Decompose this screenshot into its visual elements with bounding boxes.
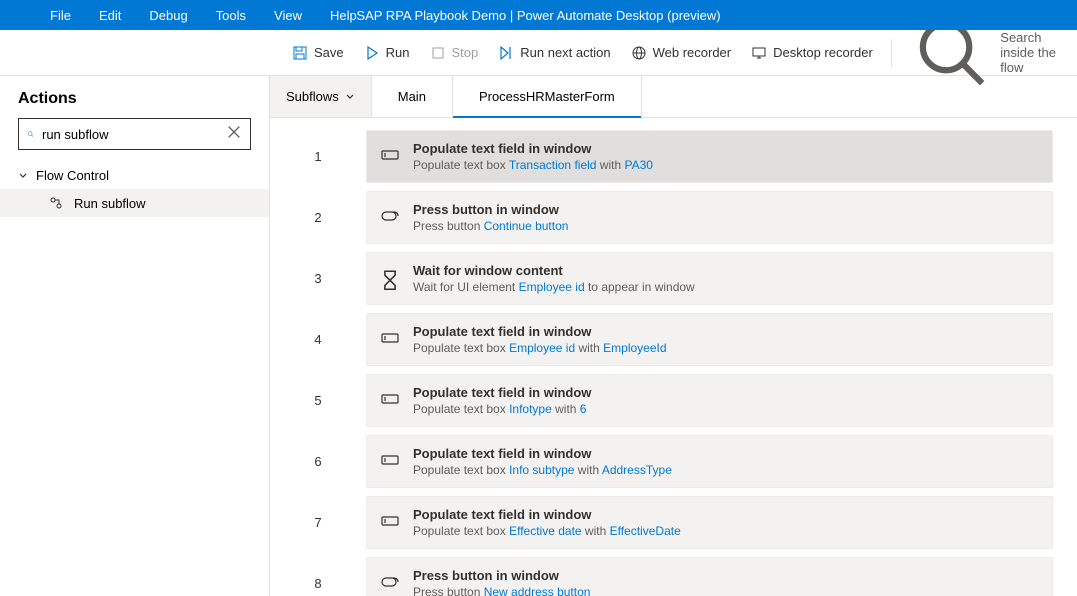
- flow-list: 1Populate text field in windowPopulate t…: [270, 118, 1077, 596]
- separator: [891, 39, 892, 67]
- action-description: Populate text box Transaction field with…: [413, 158, 653, 172]
- desktop-recorder-button[interactable]: Desktop recorder: [741, 30, 883, 75]
- textfield-icon: [381, 453, 399, 471]
- flow-row: 7Populate text field in windowPopulate t…: [270, 496, 1053, 549]
- desktop-icon: [751, 45, 767, 61]
- stop-button[interactable]: Stop: [420, 30, 489, 75]
- button-icon: [381, 575, 399, 593]
- flow-row: 6Populate text field in windowPopulate t…: [270, 435, 1053, 488]
- action-description: Wait for UI element Employee id to appea…: [413, 280, 695, 294]
- action-description: Populate text box Effective date with Ef…: [413, 524, 681, 538]
- action-card[interactable]: Wait for window content Wait for UI eleme…: [366, 252, 1053, 305]
- action-card[interactable]: Populate text field in window Populate te…: [366, 374, 1053, 427]
- stop-icon: [430, 45, 446, 61]
- search-icon: [27, 126, 34, 142]
- run-next-button[interactable]: Run next action: [488, 30, 620, 75]
- globe-icon: [631, 45, 647, 61]
- run-button[interactable]: Run: [354, 30, 420, 75]
- action-card[interactable]: Press button in window Press button New a…: [366, 557, 1053, 596]
- action-title: Wait for window content: [413, 263, 695, 278]
- row-number: 7: [270, 515, 366, 530]
- subflow-icon: [48, 195, 64, 211]
- row-number: 5: [270, 393, 366, 408]
- menu-file[interactable]: File: [36, 8, 85, 23]
- sidebar-title: Actions: [0, 76, 269, 118]
- button-icon: [381, 209, 399, 227]
- action-title: Press button in window: [413, 568, 590, 583]
- tab-processhrmasterform[interactable]: ProcessHRMasterForm: [453, 76, 642, 117]
- tree-item-run-subflow[interactable]: Run subflow: [0, 189, 269, 217]
- flow-row: 4Populate text field in windowPopulate t…: [270, 313, 1053, 366]
- action-description: Press button New address button: [413, 585, 590, 596]
- action-title: Populate text field in window: [413, 507, 681, 522]
- action-card[interactable]: Populate text field in window Populate te…: [366, 130, 1053, 183]
- menu-tools[interactable]: Tools: [202, 8, 260, 23]
- textfield-icon: [381, 331, 399, 349]
- row-number: 2: [270, 210, 366, 225]
- menu-edit[interactable]: Edit: [85, 8, 135, 23]
- actions-sidebar: Actions Flow Control Run subflow: [0, 76, 270, 596]
- action-description: Populate text box Employee id with Emplo…: [413, 341, 667, 355]
- flow-row: 8 Press button in window Press button New …: [270, 557, 1053, 596]
- row-number: 3: [270, 271, 366, 286]
- save-button[interactable]: Save: [282, 30, 354, 75]
- chevron-down-icon: [18, 171, 28, 181]
- menubar: FileEditDebugToolsViewHelp SAP RPA Playb…: [0, 0, 1077, 30]
- flow-row: 2 Press button in window Press button Cont…: [270, 191, 1053, 244]
- row-number: 1: [270, 149, 366, 164]
- tree-group-flow-control[interactable]: Flow Control: [0, 162, 269, 189]
- play-icon: [364, 45, 380, 61]
- action-description: Populate text box Info subtype with Addr…: [413, 463, 672, 477]
- flow-row: 5Populate text field in windowPopulate t…: [270, 374, 1053, 427]
- chevron-down-icon: [345, 92, 355, 102]
- action-card[interactable]: Populate text field in window Populate te…: [366, 435, 1053, 488]
- textfield-icon: [381, 392, 399, 410]
- action-card[interactable]: Populate text field in window Populate te…: [366, 496, 1053, 549]
- subflows-dropdown[interactable]: Subflows: [270, 76, 372, 117]
- action-description: Populate text box Infotype with 6: [413, 402, 591, 416]
- flow-row: 1Populate text field in windowPopulate t…: [270, 130, 1053, 183]
- action-description: Press button Continue button: [413, 219, 568, 233]
- row-number: 4: [270, 332, 366, 347]
- action-title: Populate text field in window: [413, 446, 672, 461]
- row-number: 6: [270, 454, 366, 469]
- menu-debug[interactable]: Debug: [135, 8, 201, 23]
- action-title: Press button in window: [413, 202, 568, 217]
- window-title: SAP RPA Playbook Demo | Power Automate D…: [356, 8, 720, 23]
- flow-row: 3 Wait for window content Wait for UI elem…: [270, 252, 1053, 305]
- tab-main[interactable]: Main: [372, 76, 453, 117]
- web-recorder-button[interactable]: Web recorder: [621, 30, 742, 75]
- menu-view[interactable]: View: [260, 8, 316, 23]
- action-card[interactable]: Press button in window Press button Conti…: [366, 191, 1053, 244]
- save-icon: [292, 45, 308, 61]
- search-input[interactable]: [42, 127, 218, 142]
- workspace: Subflows Main ProcessHRMasterForm 1Popul…: [270, 76, 1077, 596]
- action-title: Populate text field in window: [413, 385, 591, 400]
- textfield-icon: [381, 514, 399, 532]
- clear-icon[interactable]: [226, 124, 242, 145]
- textfield-icon: [381, 148, 399, 166]
- action-card[interactable]: Populate text field in window Populate te…: [366, 313, 1053, 366]
- wait-icon: [381, 270, 399, 288]
- row-number: 8: [270, 576, 366, 591]
- toolbar: Save Run Stop Run next action Web record…: [0, 30, 1077, 76]
- tabbar: Subflows Main ProcessHRMasterForm: [270, 76, 1077, 118]
- step-icon: [498, 45, 514, 61]
- action-title: Populate text field in window: [413, 141, 653, 156]
- action-title: Populate text field in window: [413, 324, 667, 339]
- actions-search[interactable]: [18, 118, 251, 150]
